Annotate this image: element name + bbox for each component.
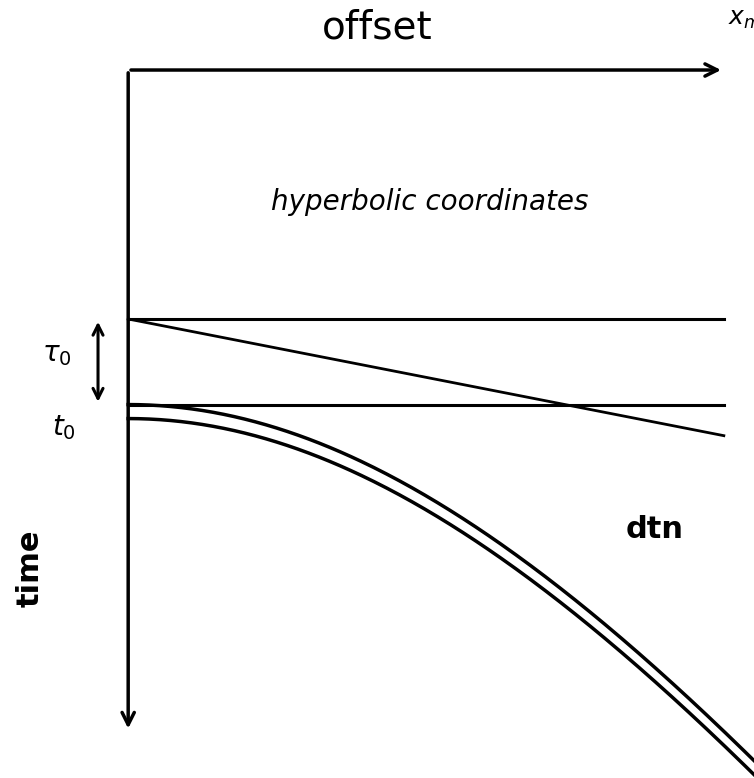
Text: offset: offset (322, 9, 432, 46)
Text: time: time (16, 529, 44, 607)
Text: $\tau_0$: $\tau_0$ (41, 340, 72, 368)
Text: dtn: dtn (626, 514, 684, 544)
Text: $t_0$: $t_0$ (52, 413, 76, 443)
Text: $x_{max}$: $x_{max}$ (728, 8, 754, 31)
Text: hyperbolic coordinates: hyperbolic coordinates (271, 188, 589, 216)
